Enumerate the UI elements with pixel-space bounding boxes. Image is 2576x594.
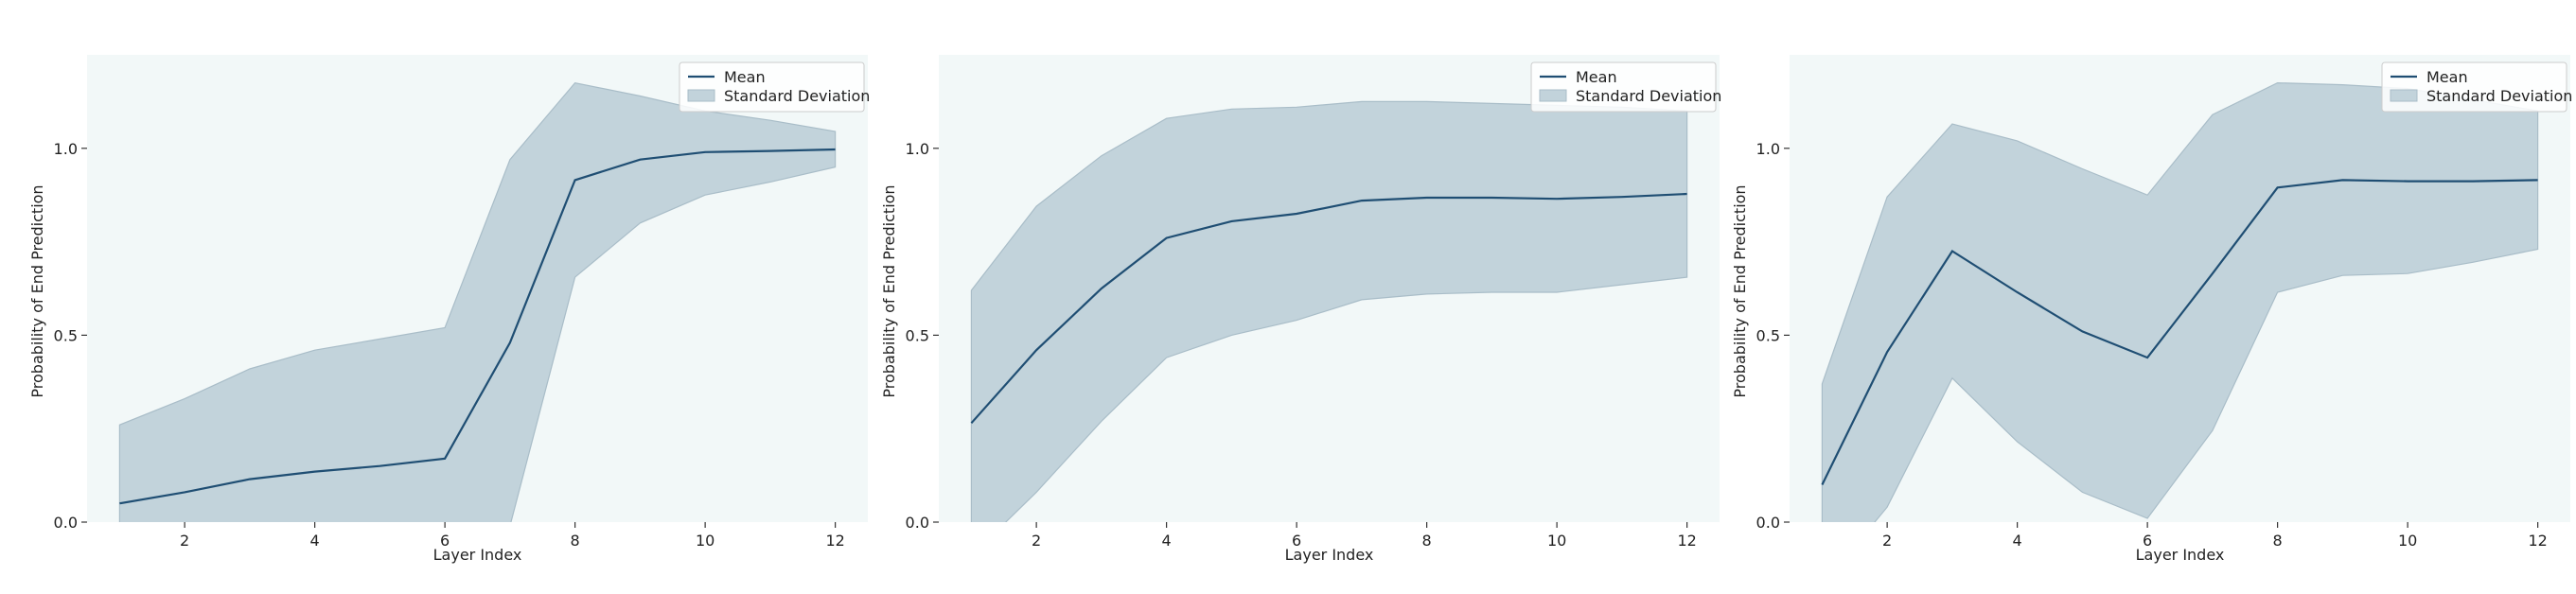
x-tick-label: 10 [1547, 532, 1566, 550]
legend-box [679, 61, 865, 113]
y-axis-label: Probability of End Prediction [880, 184, 898, 397]
legend-mean-label: Mean [1576, 68, 1617, 86]
x-tick-label: 6 [2143, 532, 2152, 550]
std-band [118, 81, 837, 522]
y-axis-label: Probability of End Prediction [28, 184, 46, 397]
y-axis-label: Probability of End Prediction [1731, 184, 1749, 397]
x-tick-label: 2 [1032, 532, 1041, 550]
x-tick-label: 2 [1882, 532, 1892, 550]
y-tick-label: 1.0 [906, 140, 929, 158]
x-axis-label: Layer Index [2136, 546, 2225, 564]
chart-panel-3: 2 4 6 8 10 12 0.0 0.5 1.0 Layer Index Probability … [1731, 55, 2572, 564]
x-tick-label: 4 [2013, 532, 2022, 550]
std-band [970, 100, 1688, 522]
y-tick-label: 0.5 [906, 326, 929, 344]
x-tick-label: 12 [1677, 532, 1696, 550]
x-tick-label: 10 [2398, 532, 2417, 550]
x-tick-label: 6 [440, 532, 450, 550]
x-tick-label: 8 [1422, 532, 1432, 550]
x-tick-label: 8 [2273, 532, 2283, 550]
y-tick-label: 0.0 [54, 514, 78, 532]
std-band [1821, 81, 2539, 522]
mean-line [119, 148, 836, 505]
legend-std-swatch [1539, 89, 1567, 102]
x-tick-label: 2 [180, 532, 189, 550]
legend-std-label: Standard Deviation [1576, 87, 1721, 105]
legend-box [1530, 61, 1717, 113]
x-tick-label: 4 [310, 532, 320, 550]
mean-line [970, 192, 1687, 425]
legend-mean-label: Mean [724, 68, 766, 86]
legend-std-label: Standard Deviation [2426, 87, 2572, 105]
x-tick-label: 12 [2528, 532, 2547, 550]
chart-panel-1: 2 4 6 8 10 12 0.0 0.5 1.0 Layer Index Probability … [28, 55, 870, 564]
y-tick-label: 1.0 [1756, 140, 1780, 158]
x-tick-label: 8 [571, 532, 580, 550]
y-tick-label: 1.0 [54, 140, 78, 158]
legend-box [2381, 61, 2567, 113]
x-tick-label: 10 [696, 532, 715, 550]
x-tick-label: 4 [1162, 532, 1172, 550]
legend-std-label: Standard Deviation [724, 87, 870, 105]
x-tick-label: 12 [825, 532, 844, 550]
chart-panel-2: 2 4 6 8 10 12 0.0 0.5 1.0 Layer Index Probability … [880, 55, 1721, 564]
y-tick-label: 0.5 [54, 326, 78, 344]
y-tick-label: 0.0 [1756, 514, 1780, 532]
x-axis-label: Layer Index [433, 546, 522, 564]
x-axis-label: Layer Index [1285, 546, 1374, 564]
y-tick-label: 0.0 [906, 514, 929, 532]
x-tick-label: 6 [1292, 532, 1301, 550]
mean-line [1821, 179, 2538, 485]
legend-std-swatch [2390, 89, 2418, 102]
y-tick-label: 0.5 [1756, 326, 1780, 344]
legend-std-swatch [687, 89, 715, 102]
legend-mean-label: Mean [2426, 68, 2468, 86]
